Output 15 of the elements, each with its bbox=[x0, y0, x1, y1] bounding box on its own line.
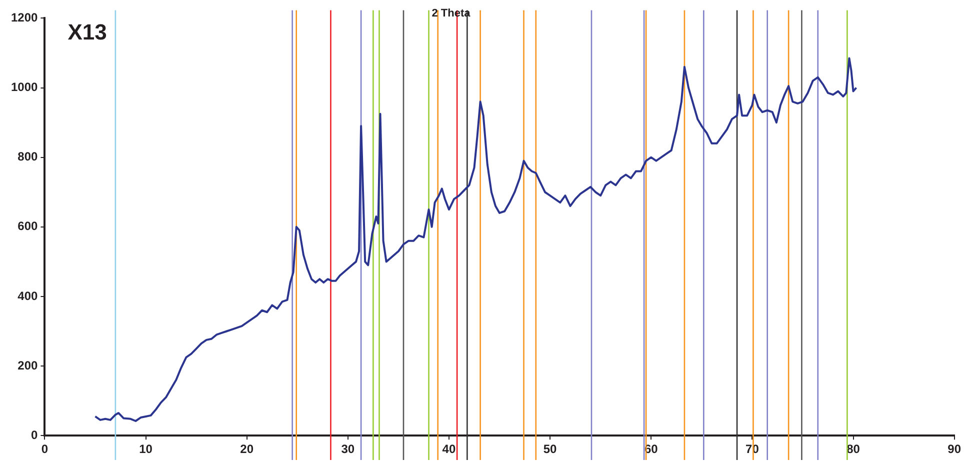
x-tick-label: 10 bbox=[139, 442, 153, 456]
x-tick-label: 0 bbox=[41, 442, 48, 456]
y-tick-label: 1000 bbox=[10, 80, 38, 94]
y-tick-label: 600 bbox=[18, 219, 38, 234]
x-tick-label: 20 bbox=[240, 442, 254, 456]
y-tick-label: 800 bbox=[18, 150, 38, 164]
y-tick-label: 400 bbox=[18, 288, 38, 303]
y-tick-label: 0 bbox=[31, 428, 38, 442]
x-tick-label: 90 bbox=[948, 442, 962, 456]
x-tick-label: 50 bbox=[543, 442, 558, 456]
x-tick-label: 30 bbox=[341, 442, 355, 456]
y-tick-label: 200 bbox=[18, 358, 38, 372]
x-tick-label: 40 bbox=[442, 442, 456, 456]
chart-title: X13 bbox=[68, 19, 107, 44]
y-tick-label: 1200 bbox=[10, 10, 38, 25]
